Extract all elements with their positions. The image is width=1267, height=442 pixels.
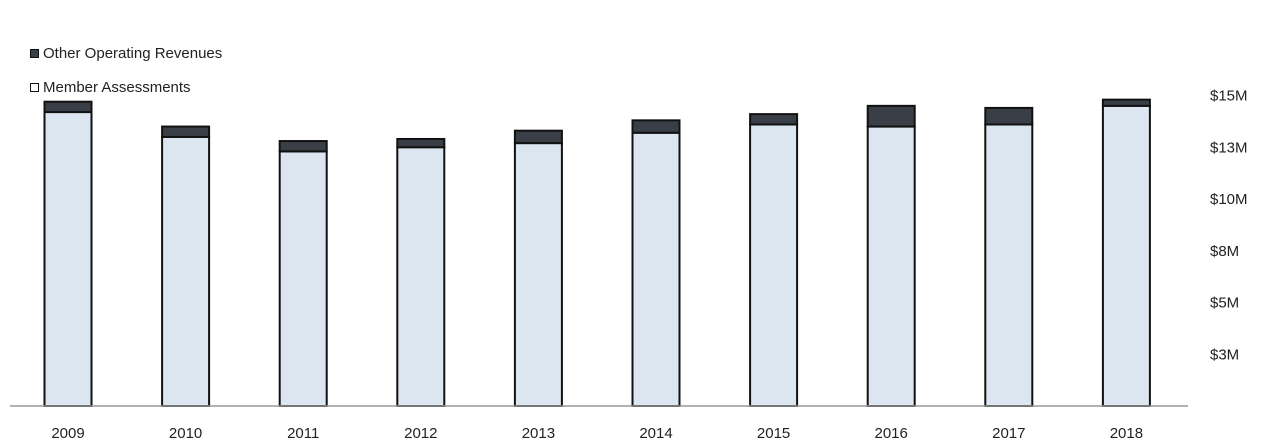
bar-other-operating-revenues-2012 — [396, 137, 446, 149]
legend-label-other-operating-revenues: Other Operating Revenues — [43, 44, 223, 62]
x-tick-label-2014: 2014 — [639, 425, 672, 442]
bar-other-operating-revenues-2013 — [513, 129, 563, 145]
bar-other-operating-revenues-2010 — [161, 125, 211, 138]
bar-member-assessments-2010 — [161, 135, 211, 407]
y-tick-label-2: $8M — [1210, 243, 1239, 260]
y-tick-label-4: $13M — [1210, 139, 1248, 156]
x-tick-label-2016: 2016 — [875, 425, 908, 442]
bar-member-assessments-2016 — [866, 125, 916, 408]
x-tick-label-2018: 2018 — [1110, 425, 1143, 442]
bar-member-assessments-2012 — [396, 146, 446, 407]
bar-member-assessments-2014 — [631, 131, 681, 407]
bar-other-operating-revenues-2011 — [278, 140, 328, 153]
x-tick-label-2015: 2015 — [757, 425, 790, 442]
y-tick-label-5: $15M — [1210, 88, 1248, 105]
legend-item-other-operating-revenues: Other Operating Revenues — [30, 44, 222, 62]
bar-other-operating-revenues-2016 — [866, 104, 916, 128]
bar-member-assessments-2018 — [1101, 104, 1151, 407]
x-tick-label-2010: 2010 — [169, 425, 202, 442]
legend: Other Operating Revenues Member Assessme… — [30, 44, 222, 112]
bar-member-assessments-2011 — [278, 150, 328, 407]
bar-other-operating-revenues-2018 — [1101, 98, 1151, 107]
x-tick-label-2017: 2017 — [992, 425, 1025, 442]
legend-label-member-assessments: Member Assessments — [43, 78, 191, 96]
legend-item-member-assessments: Member Assessments — [30, 78, 222, 96]
x-tick-label-2013: 2013 — [522, 425, 555, 442]
y-tick-label-3: $10M — [1210, 191, 1248, 208]
x-tick-label-2009: 2009 — [51, 425, 84, 442]
legend-swatch-member-assessments — [30, 82, 39, 92]
y-tick-label-0: $3M — [1210, 346, 1239, 363]
bar-member-assessments-2017 — [984, 123, 1034, 407]
y-tick-label-1: $5M — [1210, 295, 1239, 312]
x-tick-label-2011: 2011 — [287, 425, 319, 442]
bar-member-assessments-2009 — [43, 111, 93, 407]
bar-member-assessments-2015 — [749, 123, 799, 407]
bar-other-operating-revenues-2015 — [749, 113, 799, 126]
bar-other-operating-revenues-2017 — [984, 106, 1034, 126]
bar-other-operating-revenues-2014 — [631, 119, 681, 134]
x-tick-label-2012: 2012 — [404, 425, 437, 442]
bar-other-operating-revenues-2009 — [43, 100, 93, 114]
bar-member-assessments-2013 — [513, 142, 563, 408]
legend-swatch-other-operating-revenues — [30, 48, 39, 58]
